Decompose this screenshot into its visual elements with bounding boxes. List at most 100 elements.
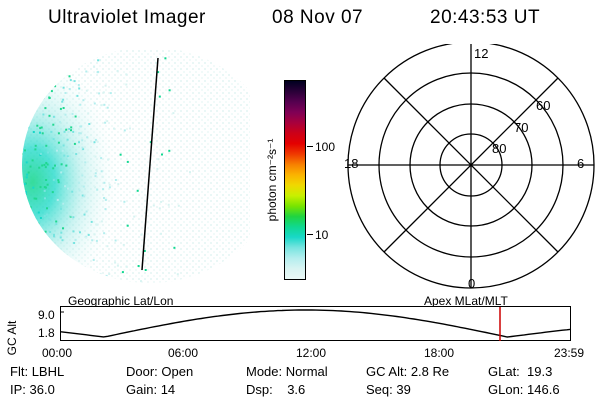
emission-speckle — [79, 231, 81, 234]
emission-speckle — [94, 138, 97, 141]
emission-speckle — [20, 268, 22, 270]
emission-speckle — [24, 91, 27, 94]
emission-speckle — [106, 282, 109, 283]
lat-label-70: 70 — [514, 120, 528, 135]
timeline-axis-label: GC Alt — [5, 320, 19, 356]
emission-speckle — [168, 89, 171, 92]
emission-speckle — [164, 57, 167, 60]
emission-speckle — [55, 220, 58, 223]
emission-speckle — [78, 189, 81, 192]
emission-speckle — [37, 64, 40, 67]
emission-speckle — [70, 214, 73, 217]
emission-speckle — [42, 97, 45, 100]
emission-speckle — [32, 247, 35, 250]
emission-speckle — [156, 167, 159, 170]
emission-speckle — [24, 126, 27, 129]
emission-speckle — [157, 158, 160, 161]
emission-speckle — [79, 125, 82, 128]
emission-speckle — [20, 165, 22, 167]
emission-speckle — [95, 239, 98, 242]
emission-speckle — [79, 54, 82, 57]
timeline-x-tick-1200: 12:00 — [296, 346, 327, 360]
timeline-right-label: Apex MLat/MLT — [424, 294, 508, 308]
emission-speckle — [114, 179, 117, 181]
emission-speckle — [24, 183, 27, 185]
emission-speckle — [104, 198, 107, 201]
emission-speckle — [26, 67, 29, 70]
emission-speckle — [44, 166, 47, 169]
emission-speckle — [26, 173, 29, 176]
emission-speckle — [50, 248, 53, 251]
emission-speckle — [93, 65, 96, 68]
emission-speckle — [22, 190, 24, 193]
emission-speckle — [157, 71, 160, 74]
emission-speckle — [100, 104, 103, 107]
emission-speckle — [41, 265, 44, 268]
emission-speckle — [68, 75, 71, 78]
polar-plot: 12 0 18 6 60 70 80 — [344, 44, 595, 291]
emission-speckle — [34, 277, 37, 279]
observation-time: 20:43:53 UT — [430, 7, 541, 28]
emission-speckle — [140, 280, 142, 283]
emission-speckle — [34, 244, 37, 247]
emission-speckle — [62, 144, 65, 147]
emission-speckle — [73, 80, 76, 83]
emission-speckle — [31, 79, 34, 82]
emission-speckle — [75, 265, 78, 268]
emission-speckle — [65, 164, 68, 167]
emission-speckle — [66, 275, 69, 278]
emission-speckle — [81, 194, 84, 197]
emission-speckle — [108, 273, 111, 275]
emission-speckle — [46, 73, 49, 76]
emission-speckle — [60, 207, 62, 210]
emission-speckle — [57, 132, 60, 135]
emission-speckle — [63, 70, 66, 73]
glat-field: GLat: 19.3 — [488, 364, 553, 379]
emission-speckle — [36, 99, 39, 102]
emission-speckle — [25, 223, 28, 225]
emission-speckle — [40, 126, 43, 129]
emission-speckle — [59, 107, 62, 110]
emission-speckle — [119, 153, 122, 156]
emission-speckle — [22, 148, 24, 150]
emission-speckle — [103, 103, 106, 106]
emission-speckle — [50, 257, 53, 260]
emission-speckle — [103, 197, 105, 199]
emission-speckle — [33, 50, 36, 53]
emission-speckle — [34, 258, 37, 261]
emission-speckle — [63, 259, 66, 262]
emission-speckle — [24, 193, 27, 196]
emission-speckle — [55, 165, 58, 168]
emission-speckle — [34, 217, 37, 220]
emission-speckle — [57, 141, 60, 144]
emission-speckle — [47, 72, 50, 75]
emission-speckle — [71, 279, 74, 282]
emission-speckle — [41, 83, 44, 86]
emission-speckle — [38, 231, 41, 234]
emission-speckle — [63, 154, 66, 157]
emission-speckle — [61, 149, 64, 152]
emission-speckle — [59, 223, 62, 226]
emission-speckle — [54, 85, 57, 88]
emission-speckle — [45, 144, 48, 147]
emission-speckle — [81, 146, 84, 149]
emission-speckle — [95, 223, 98, 226]
emission-speckle — [104, 208, 107, 211]
emission-speckle — [23, 275, 26, 278]
emission-speckle — [24, 149, 26, 152]
emission-speckle — [62, 98, 65, 101]
emission-speckle — [114, 261, 117, 264]
emission-speckle — [108, 186, 111, 189]
emission-speckle — [81, 139, 84, 142]
lat-label-60: 60 — [536, 98, 550, 113]
altitude-curve — [60, 309, 572, 338]
emission-speckle — [39, 152, 42, 155]
emission-speckle — [60, 257, 63, 260]
emission-speckle — [50, 130, 53, 133]
emission-speckle — [85, 89, 88, 92]
emission-speckle — [37, 211, 40, 214]
emission-speckle — [96, 140, 99, 143]
colorbar-tick-10 — [307, 234, 313, 235]
emission-speckle — [27, 59, 29, 62]
emission-speckle — [144, 269, 147, 271]
